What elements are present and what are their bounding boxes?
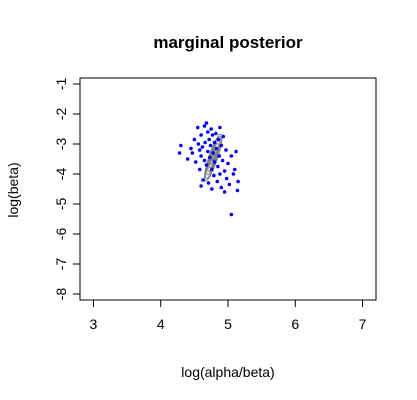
data-point xyxy=(189,146,193,151)
data-point xyxy=(222,169,227,173)
y-tick-label: -4 xyxy=(53,168,69,181)
data-point xyxy=(218,172,222,176)
data-point xyxy=(209,127,213,131)
data-point xyxy=(190,151,195,155)
data-point xyxy=(211,151,215,155)
contour-line xyxy=(207,142,219,173)
data-point xyxy=(212,140,217,145)
y-tick-label: -6 xyxy=(53,228,69,241)
data-point xyxy=(229,212,234,217)
data-point xyxy=(199,133,203,137)
x-tick-label: 7 xyxy=(359,316,367,332)
data-point xyxy=(210,167,214,172)
data-point xyxy=(215,179,220,184)
data-point xyxy=(185,157,190,161)
data-point xyxy=(236,179,240,184)
x-tick-label: 4 xyxy=(157,316,165,332)
y-tick-label: -7 xyxy=(53,258,69,271)
data-point xyxy=(231,172,236,176)
data-point xyxy=(197,167,202,172)
data-point xyxy=(224,148,228,152)
x-tick-label: 6 xyxy=(291,316,299,332)
data-point xyxy=(226,161,230,166)
data-point xyxy=(218,125,222,130)
data-point xyxy=(203,140,207,145)
plot-frame xyxy=(79,77,377,301)
data-point xyxy=(221,134,226,139)
y-axis-label: log(beta) xyxy=(5,162,21,217)
data-point xyxy=(204,121,209,125)
data-point xyxy=(206,181,211,185)
y-tick-label: -8 xyxy=(53,288,69,301)
data-point xyxy=(208,155,212,160)
data-point xyxy=(222,190,227,194)
data-point xyxy=(192,137,197,142)
data-point xyxy=(232,167,237,172)
data-point xyxy=(201,178,205,182)
x-axis: 3 4 5 6 7 xyxy=(90,299,367,332)
data-point xyxy=(206,130,210,134)
data-point xyxy=(195,125,200,130)
data-point xyxy=(212,160,217,164)
scatter-points xyxy=(177,121,240,217)
data-point xyxy=(206,149,210,154)
data-point xyxy=(210,187,214,191)
y-tick-label: -2 xyxy=(53,108,69,121)
data-point xyxy=(212,173,216,178)
data-point xyxy=(202,158,207,163)
y-tick-label: -3 xyxy=(53,138,69,151)
data-point xyxy=(234,149,238,154)
data-point xyxy=(214,146,219,151)
contour-line xyxy=(211,153,215,162)
data-point xyxy=(216,137,221,142)
data-point xyxy=(202,124,207,128)
y-tick-label: -1 xyxy=(53,78,69,91)
data-point xyxy=(227,182,232,187)
x-tick-label: 5 xyxy=(224,316,232,332)
data-point xyxy=(216,164,220,169)
data-point xyxy=(214,131,218,136)
data-point xyxy=(179,143,183,148)
data-point xyxy=(229,154,234,158)
data-point xyxy=(197,148,202,152)
data-point xyxy=(196,142,201,146)
chart-title: marginal posterior xyxy=(153,33,303,52)
data-point xyxy=(220,158,225,163)
data-point xyxy=(199,154,203,158)
y-tick-label: -5 xyxy=(53,198,69,211)
data-point xyxy=(207,137,211,142)
data-point xyxy=(200,145,205,149)
data-point xyxy=(193,160,198,164)
data-point xyxy=(208,143,213,148)
contour-line xyxy=(206,139,221,176)
data-point xyxy=(224,176,229,181)
x-tick-label: 3 xyxy=(90,316,98,332)
data-point xyxy=(199,184,203,188)
x-axis-label: log(alpha/beta) xyxy=(181,364,274,380)
data-point xyxy=(177,151,182,155)
data-point xyxy=(217,154,222,158)
data-point xyxy=(219,185,224,190)
data-point xyxy=(235,188,240,193)
data-point xyxy=(204,163,209,167)
data-point xyxy=(219,143,224,148)
y-axis: -1 -2 -3 -4 -5 -6 -7 -8 xyxy=(53,78,81,301)
data-point xyxy=(210,133,215,137)
